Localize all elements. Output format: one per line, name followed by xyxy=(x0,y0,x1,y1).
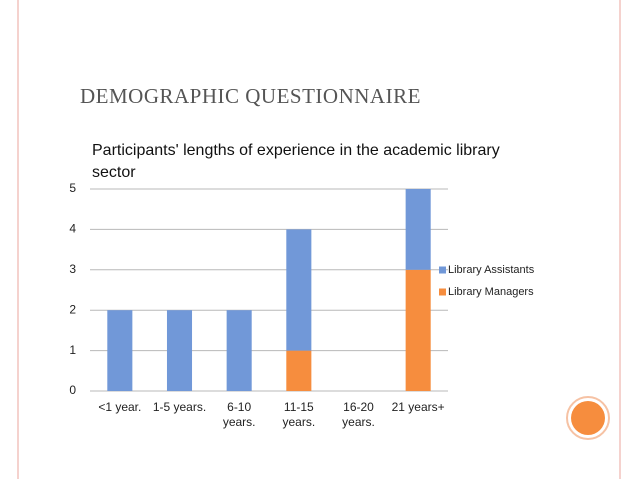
slide-title: DEMOGRAPHIC QUESTIONNAIRE xyxy=(80,84,421,108)
legend-label: Library Assistants xyxy=(448,264,535,276)
decor-circle xyxy=(571,401,605,435)
bar xyxy=(286,229,312,351)
legend-swatch xyxy=(439,266,446,274)
y-tick-label: 3 xyxy=(69,262,76,276)
x-tick-label: 16-20 years. xyxy=(342,400,375,429)
bar xyxy=(226,310,252,391)
bar xyxy=(405,189,431,270)
bar xyxy=(405,269,431,391)
legend-label: Library Managers xyxy=(448,286,534,298)
chart-title: Participants' lengths of experience in t… xyxy=(92,142,500,181)
x-tick-label: <1 year. xyxy=(98,400,142,414)
bar xyxy=(286,350,312,391)
y-tick-label: 5 xyxy=(69,181,76,195)
x-tick-label: 6-10 years. xyxy=(222,400,256,429)
bar xyxy=(166,310,193,391)
x-tick-label: 11-15 years. xyxy=(282,400,316,429)
y-tick-label: 1 xyxy=(69,343,76,357)
legend-swatch xyxy=(439,288,446,296)
x-tick-label: 1-5 years. xyxy=(152,400,207,414)
y-tick-label: 4 xyxy=(69,222,76,236)
x-tick-label: 21 years+ xyxy=(391,400,445,414)
y-tick-label: 0 xyxy=(69,383,76,397)
y-tick-label: 2 xyxy=(69,302,76,316)
bar xyxy=(107,310,133,391)
